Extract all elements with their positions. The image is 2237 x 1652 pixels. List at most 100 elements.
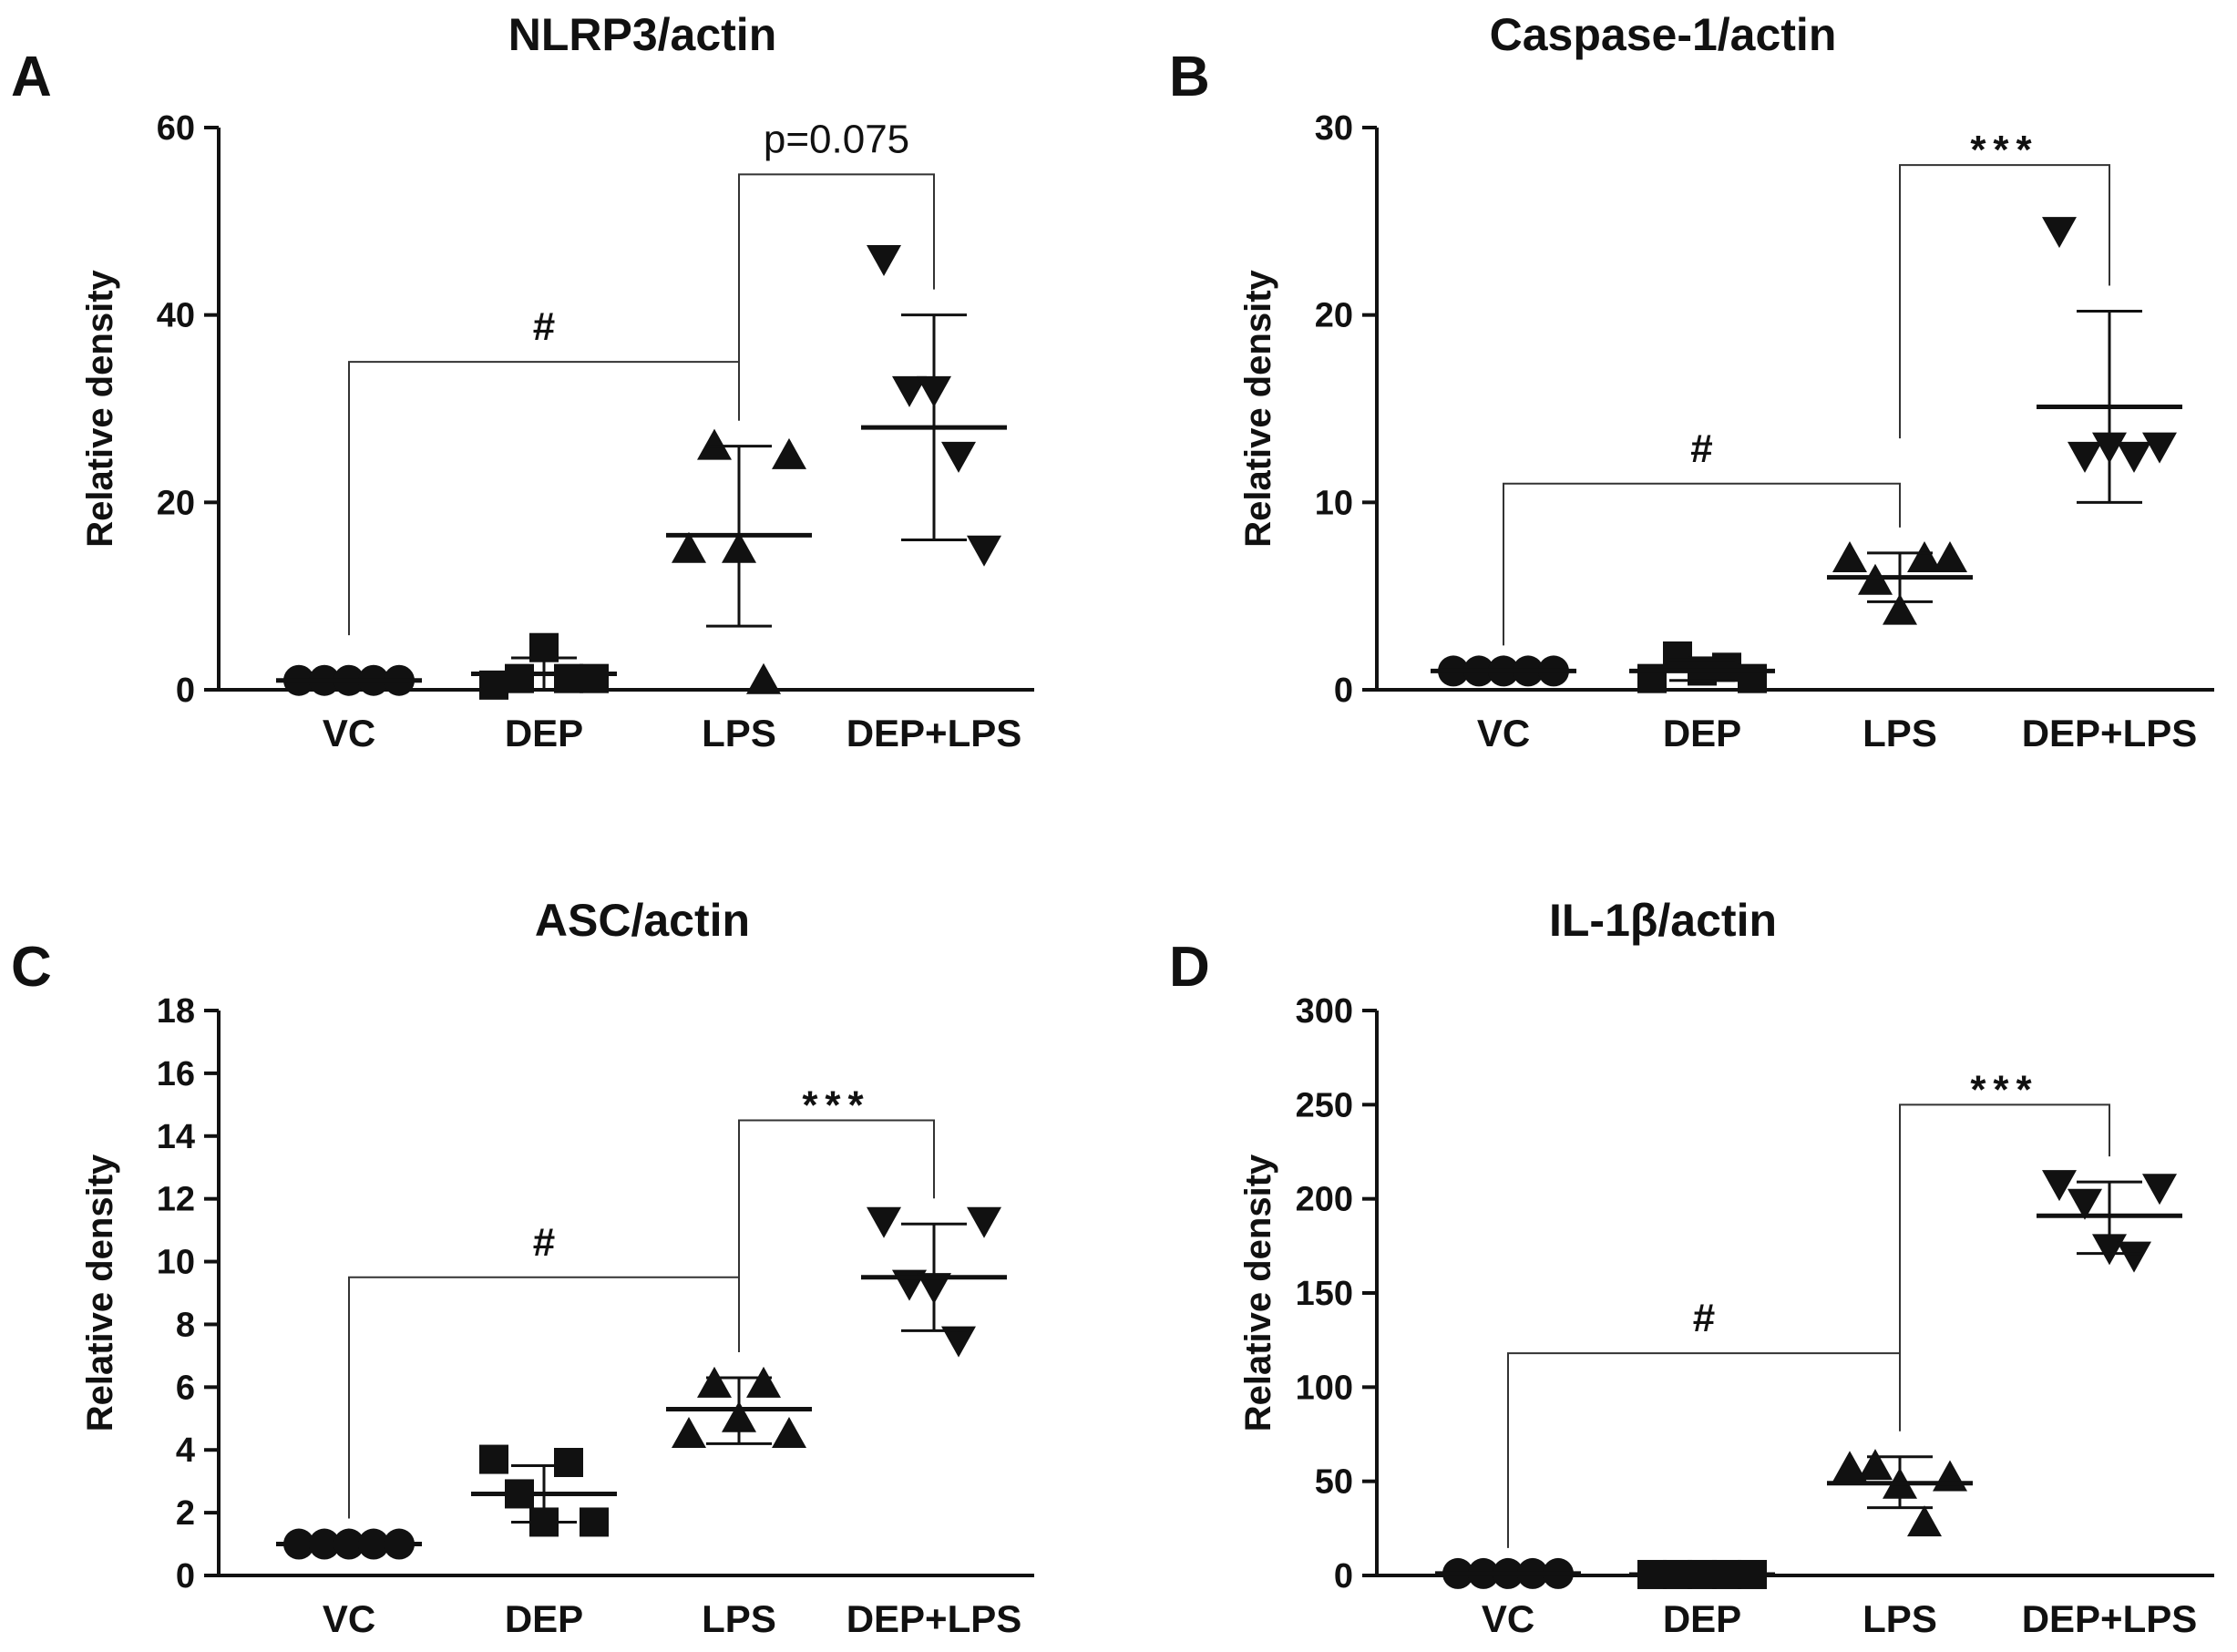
y-tick-label: 20 — [157, 484, 195, 522]
significance-bracket — [738, 1119, 935, 1352]
data-point — [1858, 1449, 1893, 1481]
y-tick-label: 0 — [176, 672, 195, 710]
x-category-label: DEP+LPS — [2022, 712, 2198, 754]
significance-bracket — [1899, 164, 2110, 439]
data-point — [1933, 1460, 1967, 1492]
data-point — [2042, 217, 2077, 249]
y-tick-label: 30 — [1315, 109, 1353, 148]
y-tick-label: 10 — [1315, 484, 1353, 522]
panel-letter: A — [11, 46, 52, 108]
data-point — [892, 375, 927, 407]
data-point — [672, 1417, 706, 1448]
data-point — [554, 1448, 583, 1477]
x-category-label: LPS — [702, 712, 776, 754]
data-point — [672, 531, 706, 563]
panel-c: C ASC/actin 0 2 4 6 8 10 12 14 16 18 Relative densit… — [11, 895, 1034, 1640]
x-category-label: DEP — [1663, 712, 1741, 754]
significance-label: *** — [1970, 128, 2038, 172]
y-tick-label: 14 — [157, 1118, 195, 1156]
data-point — [2142, 1174, 2177, 1206]
x-category-label: DEP+LPS — [847, 1597, 1022, 1640]
data-point — [2117, 441, 2151, 473]
y-tick-label: 250 — [1296, 1086, 1353, 1124]
y-axis-title: Relative density — [80, 1154, 120, 1431]
y-axis-title: Relative density — [80, 269, 120, 547]
y-tick-label: 0 — [176, 1557, 195, 1596]
chart-title: NLRP3/actin — [508, 9, 777, 60]
data-point — [2117, 1241, 2151, 1273]
data-point — [1738, 663, 1767, 693]
y-tick-label: 18 — [157, 992, 195, 1031]
y-tick-label: 0 — [1334, 672, 1353, 710]
y-axis-title: Relative density — [1238, 1154, 1278, 1431]
data-point — [1832, 541, 1867, 573]
x-category-label: VC — [1482, 1597, 1534, 1640]
panel-letter: C — [11, 936, 52, 999]
x-category-label: LPS — [702, 1597, 776, 1640]
significance-label: # — [1693, 1296, 1715, 1340]
y-tick-label: 50 — [1315, 1463, 1353, 1502]
data-point — [772, 437, 806, 469]
data-point — [1832, 1451, 1867, 1483]
data-point — [697, 1366, 732, 1398]
data-point — [967, 535, 1001, 567]
x-category-label: DEP+LPS — [2022, 1597, 2198, 1640]
chart-title: IL-1β/actin — [1549, 895, 1777, 946]
y-tick-label: 60 — [157, 109, 195, 148]
significance-label: # — [533, 1220, 555, 1265]
data-point — [941, 1326, 976, 1358]
y-tick-label: 6 — [176, 1369, 195, 1407]
panel-letter: B — [1169, 46, 1210, 108]
x-category-label: VC — [323, 1597, 375, 1640]
chart-title: Caspase-1/actin — [1490, 9, 1837, 60]
y-tick-label: 20 — [1315, 297, 1353, 335]
data-point — [867, 1206, 901, 1238]
data-point — [941, 441, 976, 473]
y-tick-label: 10 — [157, 1244, 195, 1282]
x-category-label: DEP — [505, 1597, 583, 1640]
significance-label: # — [533, 304, 555, 349]
significance-bracket — [348, 361, 740, 636]
data-point — [479, 1444, 508, 1474]
panel-letter: D — [1169, 936, 1210, 999]
y-tick-label: 0 — [1334, 1557, 1353, 1596]
data-point — [746, 1366, 781, 1398]
data-point — [1907, 1505, 1942, 1537]
significance-label: # — [1690, 426, 1712, 471]
panel-d: D IL-1β/actin 0 50 100 150 200 250 300 Relative d… — [1169, 895, 2214, 1640]
data-point — [2042, 1170, 2077, 1202]
data-point — [1663, 641, 1692, 671]
y-tick-label: 4 — [176, 1431, 195, 1470]
y-tick-label: 100 — [1296, 1369, 1353, 1407]
x-category-label: LPS — [1862, 712, 1937, 754]
data-point — [772, 1417, 806, 1448]
data-point — [580, 663, 609, 693]
significance-bracket — [738, 173, 935, 421]
significance-label: *** — [802, 1083, 870, 1128]
data-point — [746, 662, 781, 694]
x-category-label: DEP — [1663, 1597, 1741, 1640]
y-tick-label: 300 — [1296, 992, 1353, 1031]
panel-b: B Caspase-1/actin 0 10 20 30 Relative density V… — [1169, 9, 2214, 754]
significance-bracket — [1899, 1103, 2110, 1379]
data-point — [2068, 1188, 2102, 1220]
y-tick-label: 200 — [1296, 1181, 1353, 1219]
x-category-label: VC — [323, 712, 375, 754]
significance-label: p=0.075 — [764, 117, 909, 161]
data-point — [1907, 541, 1942, 573]
data-point — [1637, 663, 1667, 693]
y-tick-label: 150 — [1296, 1275, 1353, 1313]
data-point — [1712, 652, 1741, 682]
chart-title: ASC/actin — [535, 895, 750, 946]
y-tick-label: 2 — [176, 1494, 195, 1533]
significance-label: *** — [1970, 1067, 2038, 1112]
x-category-label: VC — [1477, 712, 1530, 754]
data-point — [580, 1507, 609, 1537]
data-point — [2068, 441, 2102, 473]
x-category-label: LPS — [1862, 1597, 1937, 1640]
significance-bracket — [1503, 482, 1901, 646]
data-point — [697, 428, 732, 460]
y-axis-title: Relative density — [1238, 269, 1278, 547]
data-point — [1933, 541, 1967, 573]
